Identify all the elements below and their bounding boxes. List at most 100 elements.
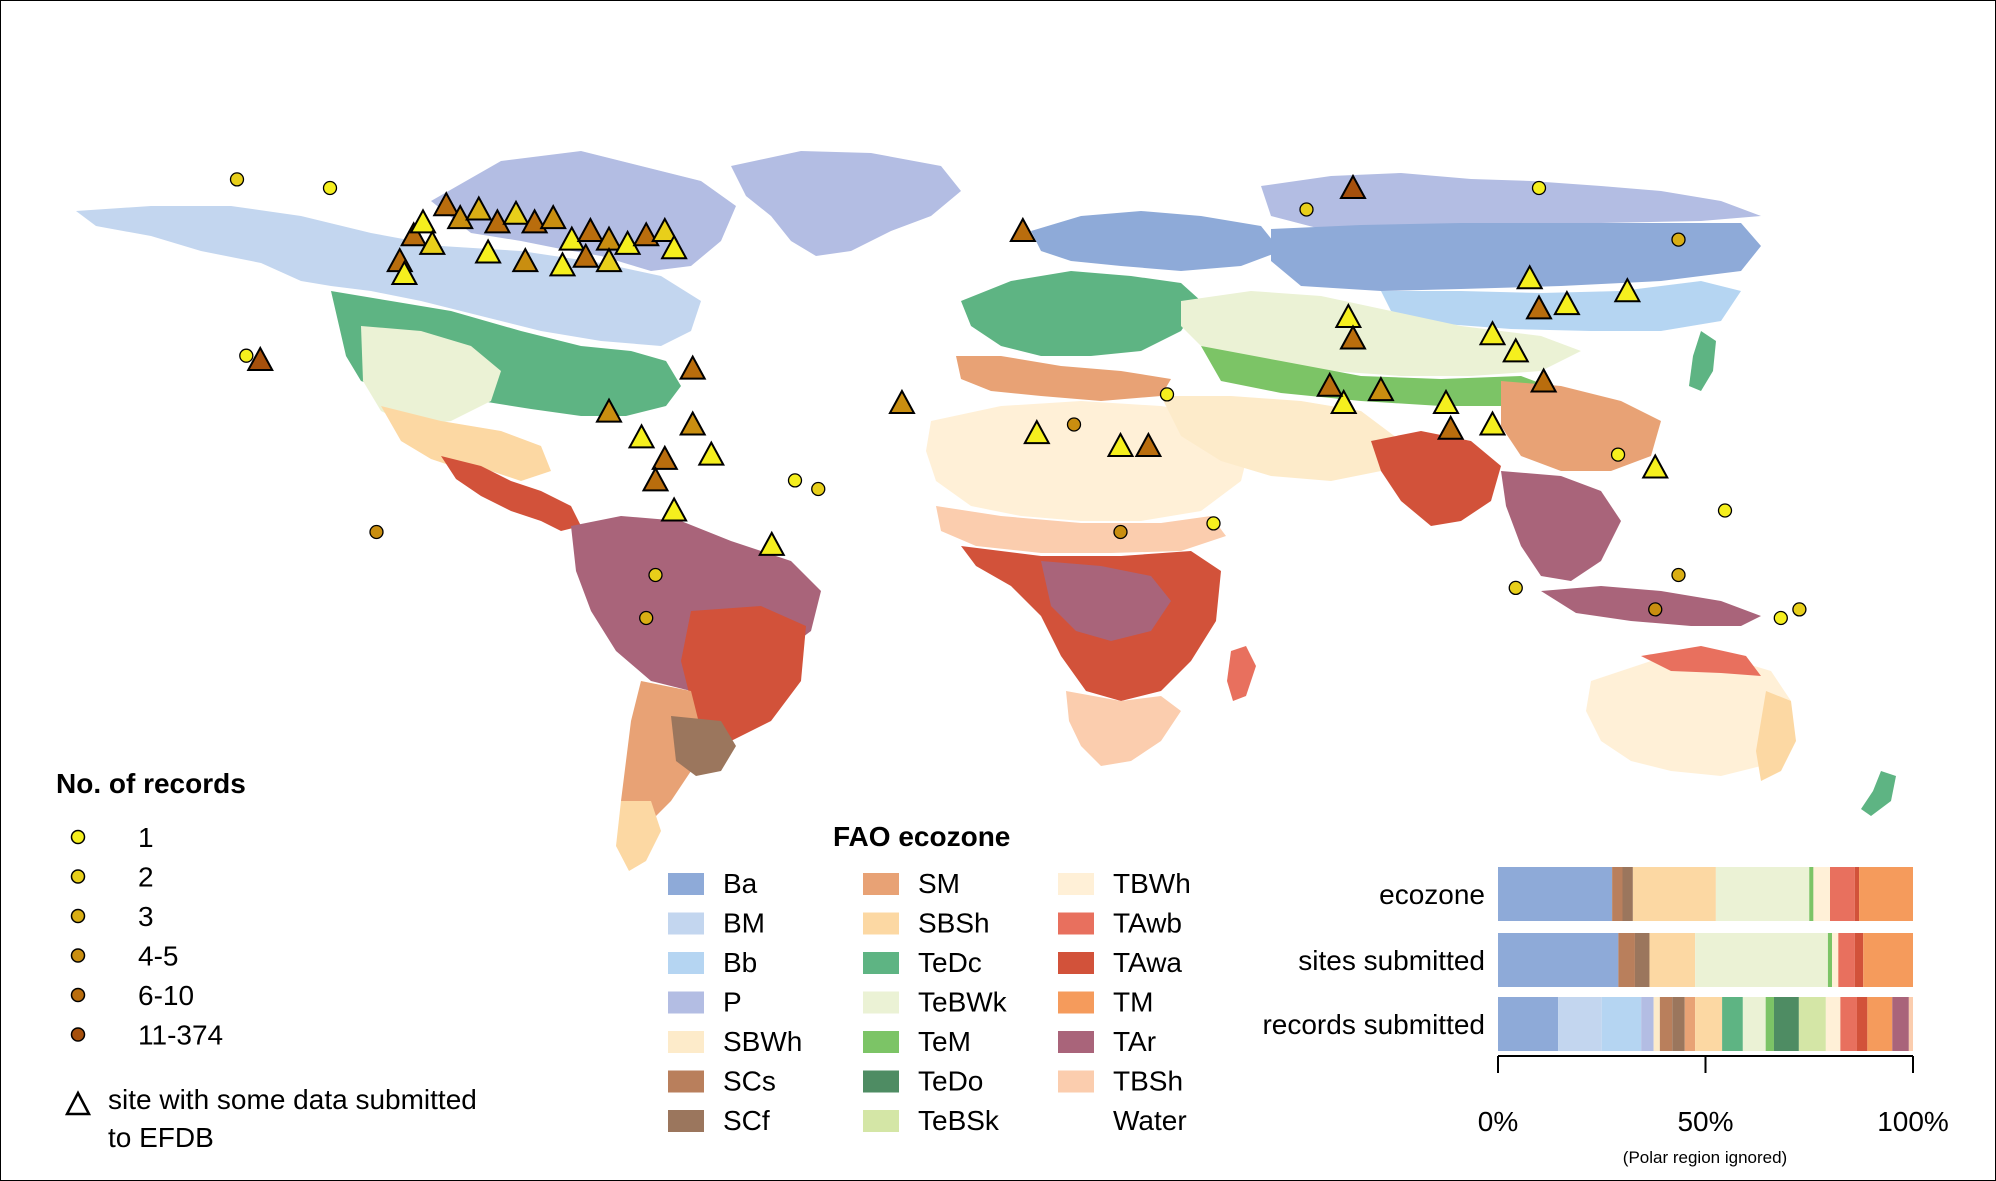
site-circle <box>1299 202 1314 217</box>
site-circle <box>648 567 663 583</box>
site-triangle <box>1023 419 1051 445</box>
bar-segment-tawb <box>1830 867 1855 921</box>
bar-segment-tebwk <box>1742 997 1766 1051</box>
bar-segment-scs <box>1659 997 1673 1051</box>
records-legend-marker <box>70 829 86 845</box>
records-legend-label: 6-10 <box>138 980 194 1011</box>
bar-segment-sm <box>1684 997 1696 1051</box>
ecozone-label: Water <box>1113 1105 1187 1136</box>
site-triangle <box>1529 367 1558 393</box>
records-legend-label: 4-5 <box>138 941 178 972</box>
ecozone-swatch-tebsk <box>863 1110 899 1132</box>
site-markers <box>229 172 1807 626</box>
bar-segment-tebwk <box>1715 867 1810 921</box>
bar-segment-sbsh <box>1649 933 1696 987</box>
site-triangle <box>1339 324 1367 350</box>
bar-segment-sbsh <box>1695 997 1723 1051</box>
site-triangle <box>613 229 642 255</box>
site-triangle <box>1478 410 1507 436</box>
region-patagonia <box>616 801 661 871</box>
site-triangle <box>758 530 786 556</box>
ecozone-swatch-scs <box>668 1070 704 1093</box>
site-triangle <box>1436 414 1465 440</box>
x-axis-tick-label: 50% <box>1677 1106 1733 1137</box>
site-circle <box>1508 580 1523 596</box>
region-new-zealand <box>1861 771 1896 816</box>
bar-segment-tm <box>1859 867 1913 921</box>
records-legend-marker <box>70 908 86 924</box>
records-legend-marker <box>70 987 86 1003</box>
site-circle <box>1773 610 1788 626</box>
region-australia-east <box>1756 691 1796 781</box>
ecozone-label: TAwa <box>1113 947 1182 978</box>
ecozone-legend: FAO ecozone Ba BM Bb P SBWh SCs SCf SM SBSh TeDc T… <box>668 821 1191 1136</box>
site-circle <box>1113 524 1128 540</box>
site-triangle <box>446 204 474 230</box>
bar-segment-tawa <box>1856 997 1868 1051</box>
bar-segment-scf <box>1672 997 1685 1051</box>
site-circle <box>1610 447 1626 462</box>
ecozone-label: SCf <box>723 1105 770 1136</box>
ecozone-label: SBSh <box>918 908 990 939</box>
bar-segment-ba <box>1498 997 1559 1051</box>
ecozone-label: TAwb <box>1113 908 1182 939</box>
ecozone-swatch-tm <box>1058 991 1094 1014</box>
region-greenland <box>731 151 961 256</box>
ecozone-label: TeDo <box>918 1066 983 1097</box>
region-middle-east-desert <box>1161 396 1401 481</box>
site-circle <box>322 180 338 196</box>
site-triangle <box>1009 216 1037 242</box>
ecozone-swatch-tbsh <box>1058 1070 1094 1093</box>
records-legend-label: 1 <box>138 822 154 853</box>
bar-segment-tawb <box>1838 933 1855 987</box>
region-sahara <box>926 401 1251 521</box>
region-europe-boreal <box>1031 211 1281 271</box>
site-triangle <box>651 216 679 242</box>
bar-segment-tedc <box>1722 997 1743 1051</box>
ecozone-swatch-scf <box>668 1110 704 1132</box>
bar-segment-tebsk <box>1798 997 1826 1051</box>
region-australia-north <box>1641 646 1761 676</box>
records-legend-marker <box>70 1027 86 1042</box>
site-triangle <box>465 195 493 221</box>
ecozone-label: TBSh <box>1113 1066 1183 1097</box>
site-circle <box>787 473 803 488</box>
ecozone-label: SM <box>918 868 960 899</box>
region-central-america <box>441 456 581 531</box>
site-triangle <box>651 444 679 470</box>
site-circle <box>811 481 826 497</box>
bar-segment-tbsh <box>1908 997 1913 1051</box>
site-triangle <box>1502 337 1530 363</box>
bar-segment-tawa <box>1854 933 1864 987</box>
ecozone-swatch-tar <box>1058 1031 1094 1053</box>
site-triangle <box>1316 371 1344 397</box>
ecozone-swatch-tbwh <box>1058 873 1094 895</box>
records-legend-label: 3 <box>138 901 154 932</box>
x-axis-tick-label: 100% <box>1877 1106 1949 1137</box>
world-map <box>76 151 1896 871</box>
bar-segment-ba <box>1498 933 1619 987</box>
ecozone-swatch-tedo <box>863 1070 899 1093</box>
bar-segment-tebwk <box>1695 933 1828 987</box>
ecozone-swatch-sbwh <box>668 1031 704 1053</box>
site-triangle <box>1641 453 1669 479</box>
bar-segment-scf <box>1634 933 1650 987</box>
site-triangle <box>246 345 274 371</box>
ecozone-label: TAr <box>1113 1026 1156 1057</box>
x-axis-tick-label: 0% <box>1478 1106 1518 1137</box>
site-triangle <box>1478 320 1507 346</box>
ecozone-label: TeBSk <box>918 1105 1000 1136</box>
site-triangle <box>1613 277 1642 303</box>
ecozone-swatch-tawb <box>1058 912 1094 935</box>
site-triangle <box>418 229 446 255</box>
ecozone-label: SCs <box>723 1066 776 1097</box>
ecozone-swatch-water <box>1058 1110 1094 1132</box>
site-triangle <box>679 410 707 436</box>
site-circle <box>1159 387 1175 402</box>
site-triangle <box>632 221 660 247</box>
bar-row-label: sites submitted <box>1298 945 1485 976</box>
bar-segment-scs <box>1612 867 1623 921</box>
site-triangle <box>1367 376 1395 402</box>
